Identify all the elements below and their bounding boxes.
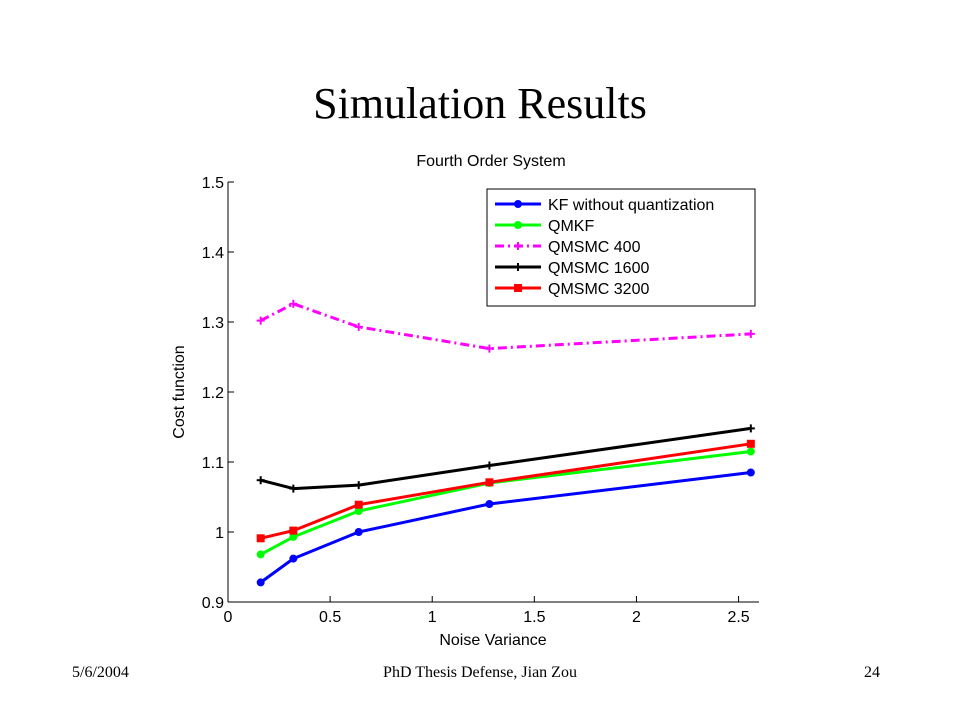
footer-presentation-info: PhD Thesis Defense, Jian Zou <box>383 664 577 681</box>
data-point <box>746 447 755 456</box>
data-point <box>485 500 494 508</box>
data-point <box>256 534 265 543</box>
data-point <box>354 481 363 490</box>
y-tick-label: 1.1 <box>202 455 224 472</box>
x-axis-label: Noise Variance <box>439 632 546 649</box>
footer-date: 5/6/2004 <box>72 664 129 681</box>
y-tick-label: 1.3 <box>202 315 224 332</box>
data-point <box>746 468 755 477</box>
x-tick-label: 1 <box>428 609 437 626</box>
data-point <box>746 424 755 433</box>
series-layer <box>256 299 755 587</box>
data-point <box>485 478 494 487</box>
slide-title: Simulation Results <box>313 79 647 128</box>
series-group <box>256 468 755 587</box>
legend-label: KF without quantization <box>548 197 714 214</box>
data-point <box>354 322 363 331</box>
chart: Fourth Order System 0 0.5 1 1.5 2 2.5 0.9 1 1.1 1… <box>171 153 759 649</box>
data-point <box>256 476 265 485</box>
data-point <box>289 299 298 308</box>
x-tick-label: 0.5 <box>319 609 341 626</box>
data-point <box>514 263 522 271</box>
data-point <box>514 221 522 229</box>
legend-label: QMKF <box>548 218 594 235</box>
x-tick-label: 0 <box>224 609 233 626</box>
x-tick-label: 2 <box>632 609 641 626</box>
data-point <box>514 242 522 250</box>
y-tick-label: 1.5 <box>202 175 224 192</box>
series-group <box>256 439 755 543</box>
y-tick-label: 1.4 <box>202 245 224 262</box>
data-point <box>485 461 494 470</box>
legend-label: QMSMC 1600 <box>548 260 649 277</box>
series-line <box>260 302 751 351</box>
data-point <box>746 439 755 448</box>
data-point <box>354 500 363 509</box>
x-tick-label: 1.5 <box>523 609 545 626</box>
data-point <box>256 550 265 559</box>
axes: 0 0.5 1 1.5 2 2.5 0.9 1 1.1 1.2 1.3 1.4 1.5 <box>202 175 759 626</box>
y-tick-label: 0.9 <box>202 595 224 612</box>
legend: KF without quantization QMKF QMSMC 400 QMSM… <box>486 188 756 307</box>
data-point <box>746 329 755 338</box>
data-point <box>256 578 265 587</box>
x-tick-label: 2.5 <box>727 609 749 626</box>
data-point <box>514 284 522 292</box>
legend-label: QMSMC 400 <box>548 239 641 256</box>
series-group <box>256 299 755 353</box>
footer-page-number: 24 <box>864 664 880 681</box>
data-point <box>514 200 522 208</box>
legend-label: QMSMC 3200 <box>548 281 649 298</box>
data-point <box>485 344 494 353</box>
data-point <box>354 528 363 536</box>
series-group <box>256 424 755 493</box>
data-point <box>289 526 298 535</box>
data-point <box>289 484 298 493</box>
data-point <box>289 554 298 563</box>
chart-title: Fourth Order System <box>416 153 565 170</box>
y-tick-label: 1 <box>215 525 224 542</box>
y-axis-label: Cost function <box>171 345 188 438</box>
y-tick-label: 1.2 <box>202 385 224 402</box>
data-point <box>256 316 265 325</box>
